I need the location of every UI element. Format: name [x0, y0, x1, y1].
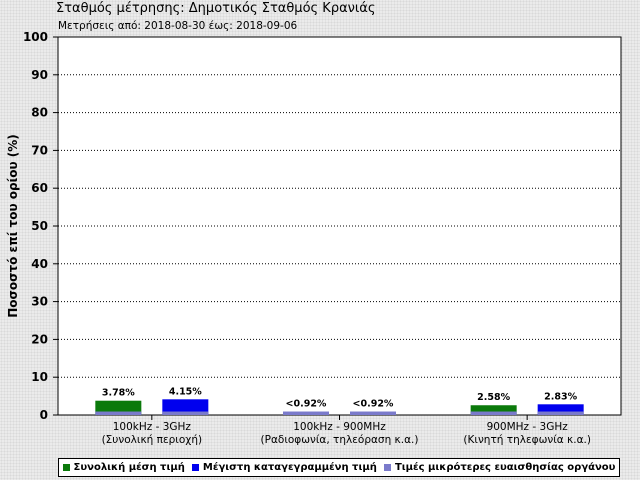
data-label: <0.92% [353, 399, 394, 410]
measurement-period: Μετρήσεις από: 2018-08-30 έως: 2018-09-0… [58, 20, 298, 32]
bar-sensitivity-floor [470, 411, 517, 415]
bar-maximum [537, 404, 584, 415]
legend: Συνολική μέση τιμή Μέγιστη καταγεγραμμέν… [58, 458, 620, 477]
legend-item-maximum: Μέγιστη καταγεγραμμένη τιμή [191, 462, 377, 473]
y-axis-label: Ποσοστό επί του ορίου (%) [6, 134, 20, 318]
y-tick-label: 100 [23, 30, 48, 44]
bar-average [470, 405, 517, 415]
bar-average [283, 411, 329, 415]
bar-maximum [162, 399, 209, 415]
y-tick-label: 20 [31, 332, 48, 346]
data-label: 2.83% [544, 391, 577, 402]
legend-swatch-maximum [191, 464, 199, 471]
legend-label-below-sensitivity: Τιμές μικρότερες ευαισθησίας οργάνου [394, 462, 616, 473]
y-tick-label: 50 [31, 219, 48, 233]
legend-swatch-average [62, 464, 70, 471]
y-tick-label: 90 [31, 68, 48, 82]
bar-maximum [350, 411, 396, 415]
y-tick-label: 80 [31, 106, 48, 120]
x-tick-label: (Συνολική περιοχή) [102, 434, 203, 446]
bar-average [95, 400, 142, 415]
y-tick-label: 60 [31, 181, 48, 195]
data-label: 2.58% [477, 392, 510, 403]
data-label: 3.78% [102, 388, 135, 399]
bar-sensitivity-floor [162, 411, 209, 415]
bar-sensitivity-floor [95, 411, 142, 415]
legend-label-maximum: Μέγιστη καταγεγραμμένη τιμή [202, 462, 377, 473]
bar-sensitivity-floor [537, 411, 584, 415]
legend-item-below-sensitivity: Τιμές μικρότερες ευαισθησίας οργάνου [383, 462, 616, 473]
y-tick-label: 30 [31, 295, 48, 309]
legend-label-average: Συνολική μέση τιμή [73, 462, 185, 473]
y-tick-label: 70 [31, 143, 48, 157]
x-tick-label: (Ραδιοφωνία, τηλεόραση κ.α.) [261, 434, 419, 446]
chart-title: Σταθμός μέτρησης: Δημοτικός Σταθμός Κραν… [56, 1, 376, 16]
legend-swatch-below-sensitivity [383, 464, 391, 471]
y-tick-label: 10 [31, 370, 48, 384]
data-label: 4.15% [169, 386, 202, 397]
x-tick-label: (Κινητή τηλεφωνία κ.α.) [463, 434, 591, 446]
legend-item-average: Συνολική μέση τιμή [62, 462, 185, 473]
data-label: <0.92% [286, 399, 327, 410]
y-tick-label: 0 [40, 408, 48, 422]
x-tick-label: 100kHz - 3GHz [113, 421, 192, 433]
x-tick-label: 100kHz - 900MHz [293, 421, 386, 433]
x-tick-label: 900MHz - 3GHz [487, 421, 569, 433]
y-tick-label: 40 [31, 257, 48, 271]
